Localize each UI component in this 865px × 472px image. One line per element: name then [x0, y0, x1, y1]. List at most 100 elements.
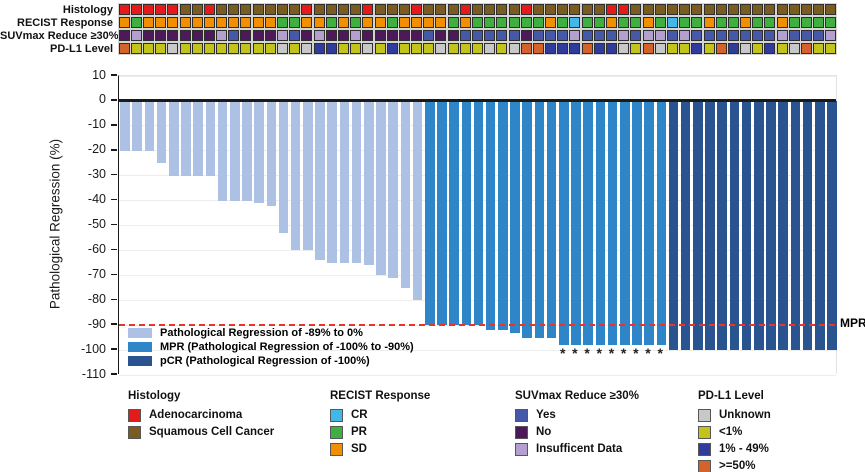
bar [510, 100, 520, 333]
track-cell [423, 17, 435, 28]
track-cell [630, 17, 642, 28]
y-tick-mark [111, 149, 117, 151]
track-cell [423, 4, 435, 15]
track-cell [167, 30, 179, 41]
bar [717, 100, 727, 351]
bar [619, 100, 630, 346]
track-cell [459, 30, 471, 41]
track-cell [301, 43, 313, 54]
track-cell [752, 17, 764, 28]
plot-area [118, 75, 837, 376]
track-cell [337, 43, 349, 54]
track-cell [130, 30, 142, 41]
bar [778, 100, 788, 351]
track-cell [277, 4, 289, 15]
track-cell [642, 17, 654, 28]
track-cell [240, 43, 252, 54]
track-cell [423, 43, 435, 54]
bar [583, 100, 593, 346]
track-cell [203, 30, 215, 41]
track-cell [593, 30, 605, 41]
track-cell [727, 30, 739, 41]
track-cell [118, 30, 130, 41]
asterisk: * [584, 345, 590, 361]
track-cell [130, 17, 142, 28]
legend-swatch [128, 342, 152, 352]
track-cell [301, 4, 313, 15]
y-tick-label: -100 [80, 341, 106, 356]
track-cell [703, 43, 715, 54]
legend-label: Yes [536, 409, 556, 421]
track-cell [642, 4, 654, 15]
track-cell [447, 17, 459, 28]
bar [766, 100, 776, 351]
track-cell [618, 30, 630, 41]
track-cell [484, 17, 496, 28]
track-cell [228, 30, 240, 41]
legend-swatch [698, 426, 711, 439]
track-cell [630, 30, 642, 41]
legend-group-title: Histology [128, 390, 181, 402]
track-cell [435, 43, 447, 54]
y-tick-mark [111, 323, 117, 325]
track-cell [191, 30, 203, 41]
bar [693, 100, 703, 351]
track-cell [325, 4, 337, 15]
track-cell [630, 4, 642, 15]
legend-swatch [128, 409, 141, 422]
track-cell [557, 30, 569, 41]
track-cell [520, 17, 532, 28]
track-cell [337, 30, 349, 41]
track-row-label: PD-L1 Level [50, 43, 113, 55]
track-cell [301, 30, 313, 41]
track-cell [374, 4, 386, 15]
legend-label: SD [351, 443, 367, 455]
track-cell [179, 4, 191, 15]
bar [217, 100, 228, 201]
track-cell [581, 4, 593, 15]
track-cell [593, 4, 605, 15]
legend-label: <1% [719, 426, 743, 438]
bar [193, 100, 203, 176]
track-cell [825, 17, 837, 28]
track-cell [496, 30, 508, 41]
bar [169, 100, 179, 176]
track-cell [386, 30, 398, 41]
bar [242, 100, 252, 201]
bar [315, 100, 325, 261]
track-cell [703, 17, 715, 28]
bar [351, 100, 362, 263]
bar [266, 100, 277, 206]
bar [290, 100, 301, 251]
gridline [119, 374, 836, 376]
track-cell [532, 30, 544, 41]
track-cell [508, 30, 520, 41]
track-cell [496, 17, 508, 28]
track-cell [228, 4, 240, 15]
legend-swatch [128, 356, 152, 366]
track-cell [459, 4, 471, 15]
legend-label: CR [351, 409, 368, 421]
bar [388, 100, 398, 278]
track-cell [508, 4, 520, 15]
track-cell [569, 17, 581, 28]
track-cell [740, 43, 752, 54]
track-cell [472, 30, 483, 41]
bar [546, 100, 557, 338]
track-cell [520, 30, 532, 41]
track-cell [362, 43, 374, 54]
legend-swatch [698, 443, 711, 456]
track-cell [411, 4, 423, 15]
track-cell [618, 17, 630, 28]
bar [156, 100, 167, 164]
y-tick-label: -60 [87, 241, 106, 256]
legend-swatch [515, 443, 528, 456]
track-cell [666, 4, 678, 15]
legend-group-title: SUVmax Reduce ≥30% [515, 390, 639, 402]
track-cell [545, 4, 557, 15]
track-cell [155, 17, 167, 28]
track-cell [203, 43, 215, 54]
track-cell [289, 43, 301, 54]
track-cell [727, 4, 739, 15]
track-cell [654, 43, 666, 54]
